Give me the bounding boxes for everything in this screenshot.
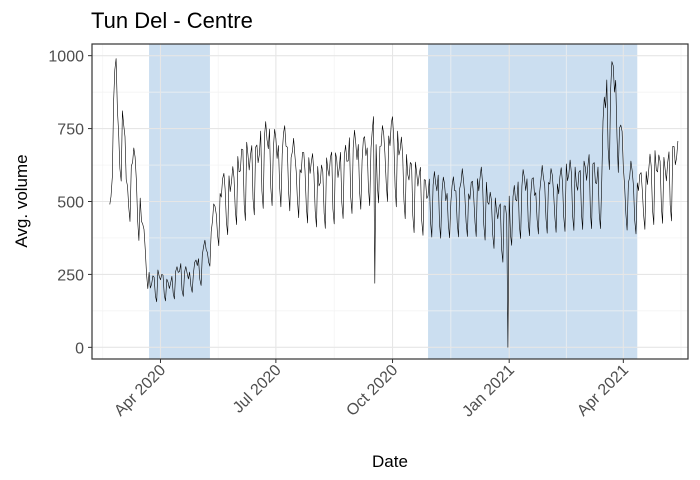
series-layer	[109, 58, 679, 348]
x-axis-title: Date	[372, 452, 408, 471]
y-axis-title: Avg. volume	[12, 154, 31, 247]
x-tick-label: Jan 2021	[459, 362, 518, 421]
y-tick-label: 500	[57, 195, 84, 212]
x-tick-label: Oct 2020	[343, 362, 401, 420]
x-tick-label: Jul 2020	[230, 362, 285, 417]
x-tick-label: Apr 2020	[111, 362, 169, 420]
y-tick-label: 750	[57, 122, 84, 139]
x-tick-label: Apr 2021	[574, 362, 632, 420]
y-tick-label: 250	[57, 267, 84, 284]
series-line-avg-volume	[109, 58, 679, 348]
y-tick-label: 0	[75, 340, 84, 357]
y-tick-label: 1000	[48, 49, 84, 66]
chart-title: Tun Del - Centre	[91, 8, 253, 33]
